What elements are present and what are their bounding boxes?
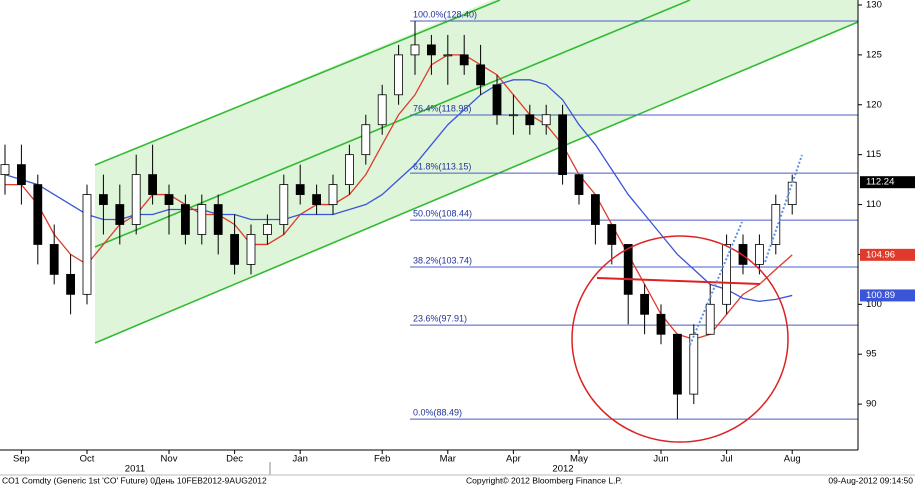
fib-label: 76.4%(118.98) xyxy=(413,103,471,113)
candle-body xyxy=(459,54,469,66)
footer-timestamp: 09-Aug-2012 09:14:50 xyxy=(828,475,913,485)
candle-body xyxy=(508,114,518,117)
x-tick-label: Jan xyxy=(293,454,308,465)
candle-body xyxy=(99,194,108,205)
candle-body xyxy=(262,224,272,235)
candle-body xyxy=(180,204,190,235)
candle-body xyxy=(656,313,666,335)
candle-body xyxy=(279,184,289,225)
neckline xyxy=(596,277,761,285)
x-tick-label: Feb xyxy=(374,454,390,465)
footer-security: CO1 Comdty (Generic 1st 'CO' Future) 0Де… xyxy=(2,475,267,485)
last-value-tag xyxy=(860,176,915,189)
y-tick-label: 130 xyxy=(866,0,882,11)
axes: 9095100105110115120125130SepOctNovDecJan… xyxy=(13,0,915,465)
fib-label: 61.8%(113.15) xyxy=(413,161,471,171)
y-tick-label: 120 xyxy=(866,99,882,110)
channel-middle xyxy=(94,0,691,248)
candle-body xyxy=(131,174,141,225)
candle-body xyxy=(0,164,10,176)
candle-body xyxy=(344,154,354,185)
candle-body xyxy=(755,244,764,265)
x-tick-label: Apr xyxy=(506,454,521,465)
x-tick-label: Jul xyxy=(721,454,733,465)
last-value-label: 100.89 xyxy=(866,290,895,301)
candle-body xyxy=(492,84,502,116)
candle-body xyxy=(328,184,338,205)
candle-body xyxy=(410,44,420,56)
circle-annotation xyxy=(571,235,789,443)
candle-body xyxy=(574,174,584,195)
x-tick-label: Nov xyxy=(161,454,178,465)
candle-body xyxy=(689,333,699,395)
candle-body xyxy=(66,273,75,295)
fib-levels: 100.0%(128.40) 76.4%(118.98) 61.8%(113.15)… xyxy=(410,9,858,420)
candle-body xyxy=(164,194,174,205)
candle-body xyxy=(361,124,371,156)
candle-body xyxy=(312,194,322,205)
candle-body xyxy=(640,293,649,315)
x-tick-label: Jun xyxy=(653,454,668,465)
plot xyxy=(0,20,797,420)
channel-fill xyxy=(95,0,858,343)
last-value-label: 104.96 xyxy=(866,249,895,260)
last-value-tag xyxy=(860,289,915,302)
x-tick-label: Dec xyxy=(226,454,243,465)
channel xyxy=(94,0,859,344)
candle-body xyxy=(623,244,633,295)
x-tick-label: May xyxy=(570,454,588,465)
candle-body xyxy=(246,234,256,265)
year-label: 2011 xyxy=(125,464,145,475)
candle-body xyxy=(476,64,486,86)
candle-body xyxy=(16,164,26,185)
candle-body xyxy=(115,204,125,225)
last-value-tag xyxy=(860,248,915,261)
candle-body xyxy=(541,114,551,126)
channel-upper xyxy=(94,0,501,166)
fib-label: 100.0%(128.40) xyxy=(413,9,477,19)
candle-body xyxy=(607,224,617,245)
candle-body xyxy=(426,44,436,56)
y-tick-label: 90 xyxy=(866,399,877,410)
y-tick-label: 110 xyxy=(866,199,881,210)
candle-body xyxy=(33,184,43,245)
candle-body xyxy=(705,303,715,335)
candle-body xyxy=(213,204,223,235)
year-label: 2012 xyxy=(552,464,573,475)
fib-label: 50.0%(108.44) xyxy=(413,208,472,218)
y-tick-label: 115 xyxy=(866,149,881,160)
candle-body xyxy=(295,184,305,195)
y-tick-label: 100 xyxy=(866,299,882,310)
x-tick-label: Sep xyxy=(13,454,30,465)
candle-body xyxy=(525,114,535,126)
candle-body xyxy=(771,204,781,245)
fib-label: 0.0%(88.49) xyxy=(413,408,462,418)
candle-body xyxy=(591,194,600,225)
candle-body xyxy=(377,94,387,126)
candle-body xyxy=(443,54,453,57)
candle-body xyxy=(82,194,92,295)
candle-body xyxy=(558,114,567,176)
candle-body xyxy=(49,244,59,275)
candle-body xyxy=(722,244,731,305)
candle-body xyxy=(230,234,240,265)
x-tick-label: Mar xyxy=(440,454,456,465)
candle-body xyxy=(197,204,207,235)
last-value-label: 112.24 xyxy=(866,177,894,188)
x-tick-label: Aug xyxy=(784,454,801,465)
x-tick-label: Oct xyxy=(80,454,95,465)
fib-label: 23.6%(97.91) xyxy=(413,314,467,324)
y-tick-label: 95 xyxy=(866,349,877,360)
footer-copyright: Copyright© 2012 Bloomberg Finance L.P. xyxy=(466,475,622,485)
fib-label: 38.2%(103.74) xyxy=(413,255,472,265)
candle-body xyxy=(148,174,158,195)
candle-body xyxy=(673,333,682,395)
channel-lower xyxy=(94,21,859,344)
trend-line xyxy=(764,154,803,263)
y-tick-label: 125 xyxy=(866,49,882,60)
candle-body xyxy=(394,54,404,96)
